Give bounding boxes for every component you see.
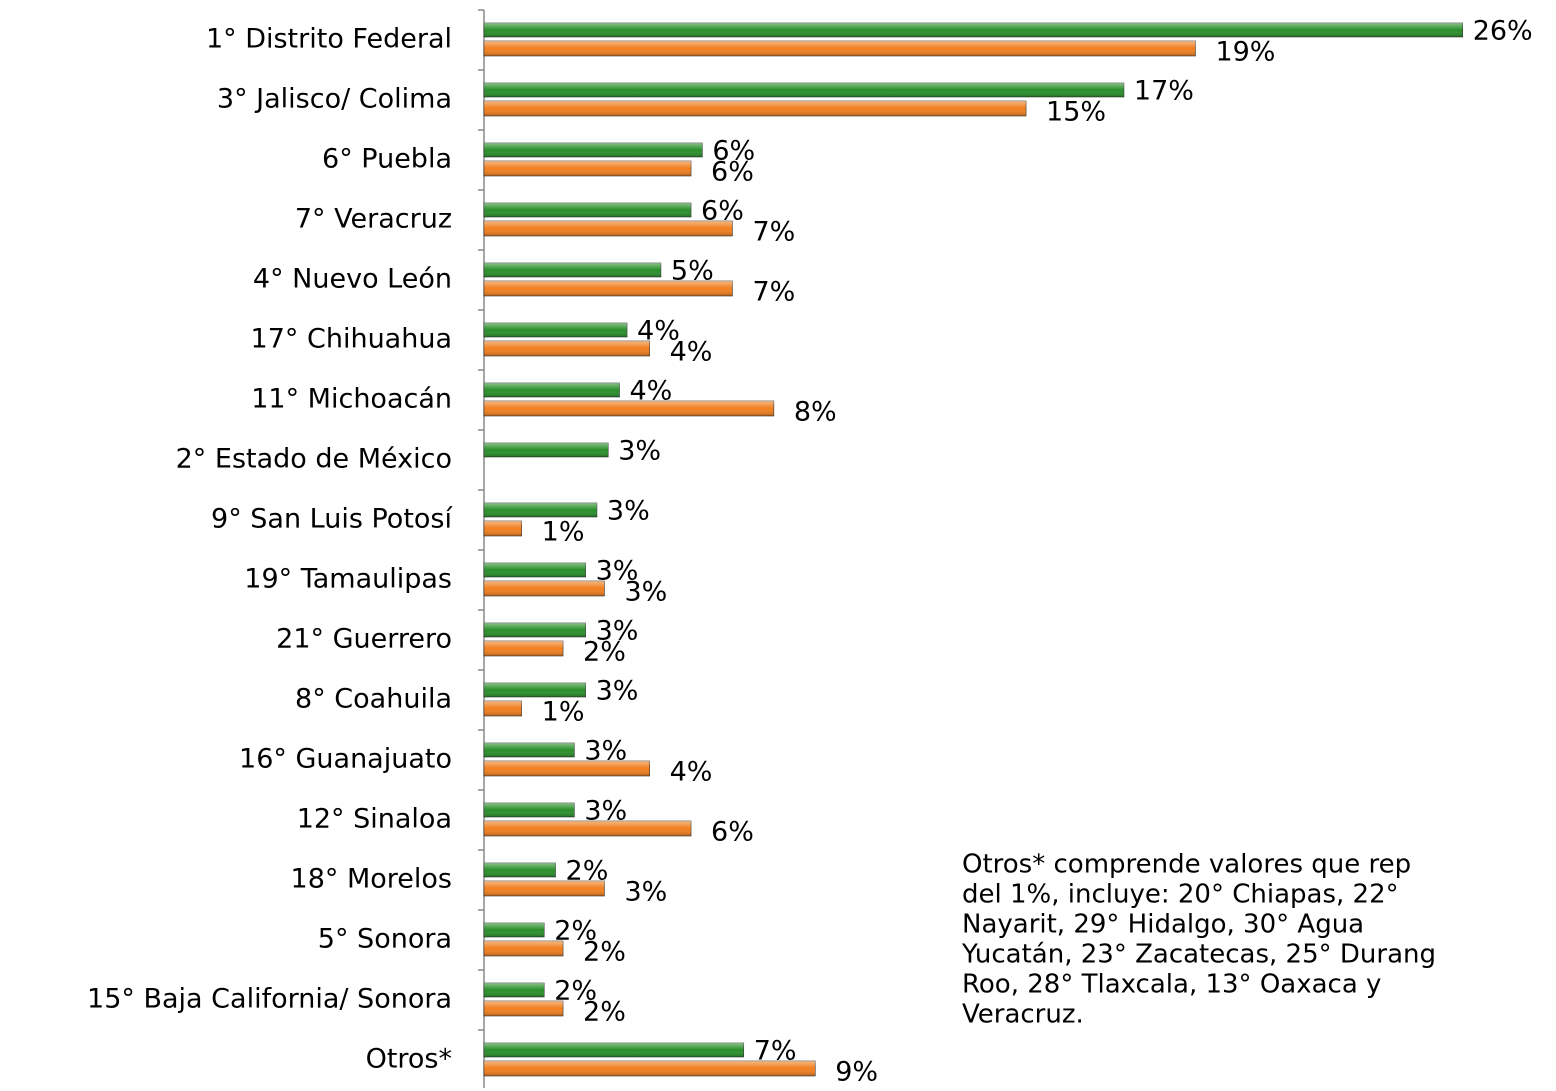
value-label: 15% [1046,97,1106,128]
bar-shade [484,881,605,896]
bar-shade [484,503,597,517]
bar-shade [484,521,522,536]
value-label: 3% [596,616,639,647]
value-label: 3% [624,877,667,908]
bar-shade [484,263,661,277]
value-label: 6% [711,817,754,848]
bar-shade [484,23,1463,37]
bar-shade [484,701,522,716]
bar-shade [484,983,545,997]
bar-shade [484,803,575,817]
bar-shade [484,743,575,757]
annotation: Yucatán, 23° Zacatecas, 25° Durang [961,940,1436,970]
value-label: 26% [1473,16,1533,47]
value-label: 9% [835,1057,878,1088]
bar-shade [484,443,609,457]
value-label: 1% [542,517,585,548]
value-label: 3% [596,676,639,707]
bar-shade [484,1001,564,1016]
value-label: 4% [670,757,713,788]
bar-shade [484,563,586,577]
value-label: 1% [542,697,585,728]
value-label: 2% [583,937,626,968]
value-label: 4% [670,337,713,368]
annotation: Roo, 28° Tlaxcala, 13° Oaxaca y [962,970,1381,1000]
y-tick-label: Otros* [366,1044,452,1075]
value-label: 3% [618,436,661,467]
bar-shade [484,821,692,836]
annotation: Otros* comprende valores que rep [962,850,1411,880]
value-label: 6% [712,136,755,167]
bar-shade [484,161,692,176]
value-label: 7% [752,217,795,248]
bar-shade [484,281,733,296]
bar-shade [484,1061,816,1076]
y-tick-label: 6° Puebla [322,144,452,175]
bar-shade [484,641,564,656]
bar-shade [484,863,556,877]
y-tick-label: 19° Tamaulipas [244,564,452,595]
y-tick-label: 11° Michoacán [251,384,452,415]
bar-shade [484,1043,744,1057]
annotation: Veracruz. [962,1000,1084,1030]
bar-shade [484,761,650,776]
value-label: 3% [624,577,667,608]
bar-shade [484,323,628,337]
y-tick-label: 7° Veracruz [295,204,452,235]
bar-shade [484,41,1196,56]
value-label: 17% [1134,76,1194,107]
y-tick-label: 1° Distrito Federal [206,24,452,55]
bar-shade [484,203,692,217]
value-label: 8% [794,397,837,428]
y-tick-label: 12° Sinaloa [297,804,452,835]
y-tick-label: 2° Estado de México [176,444,452,475]
bar-shade [484,683,586,697]
y-tick-label: 5° Sonora [318,924,452,955]
y-tick-label: 9° San Luis Potosí [211,504,453,535]
bar-shade [484,401,774,416]
y-tick-label: 16° Guanajuato [239,744,452,775]
bar-shade [484,83,1124,97]
value-label: 7% [752,277,795,308]
value-label: 6% [711,157,754,188]
annotation: del 1%, incluye: 20° Chiapas, 22° [962,880,1399,910]
y-tick-label: 17° Chihuahua [251,324,452,355]
bar-shade [484,923,545,937]
y-tick-label: 3° Jalisco/ Colima [217,84,452,115]
value-label: 19% [1215,37,1275,68]
y-tick-label: 18° Morelos [291,864,452,895]
y-tick-label: 4° Nuevo León [253,264,452,295]
value-label: 2% [583,997,626,1028]
bar-shade [484,623,586,637]
bar-shade [484,383,620,397]
bar-shade [484,143,703,157]
y-tick-label: 15° Baja California/ Sonora [87,984,452,1015]
annotation: Nayarit, 29° Hidalgo, 30° Agua [962,910,1364,940]
value-label: 2% [583,637,626,668]
y-tick-label: 21° Guerrero [276,624,452,655]
bar-shade [484,341,650,356]
bar-shade [484,221,733,236]
value-label: 3% [607,496,650,527]
bar-shade [484,101,1027,116]
bar-shade [484,941,564,956]
bar-shade [484,581,605,596]
y-tick-label: 8° Coahuila [295,684,452,715]
